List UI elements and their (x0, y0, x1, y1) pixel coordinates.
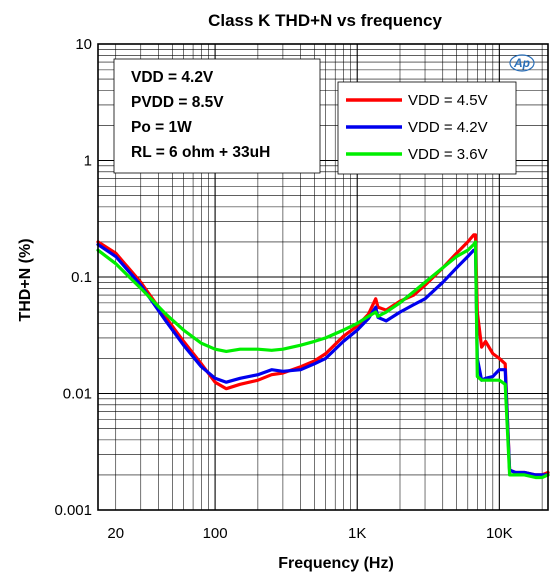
condition-pvdd: PVDD = 8.5V (131, 94, 224, 111)
x-tick-label: 100 (203, 525, 228, 542)
condition-rl: RL = 6 ohm + 33uH (131, 144, 270, 161)
ap-logo-text: Ap (513, 56, 530, 70)
y-tick-label: 0.001 (54, 502, 92, 519)
chart-title: Class K THD+N vs frequency (208, 11, 442, 30)
x-tick-label: 1K (348, 525, 366, 542)
legend-label-1: VDD = 4.5V (408, 92, 488, 109)
legend-label-2: VDD = 4.2V (408, 119, 488, 136)
y-tick-label: 10 (75, 36, 92, 53)
series-line-1 (98, 235, 548, 475)
legend: VDD = 4.5V VDD = 4.2V VDD = 3.6V (338, 82, 516, 174)
y-axis-label: THD+N (%) (17, 238, 34, 321)
legend-label-3: VDD = 3.6V (408, 146, 488, 163)
x-tick-label: 10K (486, 525, 513, 542)
y-tick-label: 0.1 (71, 269, 92, 286)
series-lines (98, 235, 548, 478)
ap-logo: Ap (510, 55, 534, 71)
x-tick-labels: 20 100 1K 10K (107, 525, 512, 542)
condition-po: Po = 1W (131, 119, 192, 136)
series-line-2 (98, 245, 548, 475)
condition-vdd: VDD = 4.2V (131, 69, 214, 86)
conditions-box: VDD = 4.2V PVDD = 8.5V Po = 1W RL = 6 oh… (114, 59, 320, 173)
x-tick-label: 20 (107, 525, 124, 542)
y-tick-label: 0.01 (63, 386, 92, 403)
y-tick-label: 1 (84, 153, 92, 170)
y-tick-labels: 10 1 0.1 0.01 0.001 (54, 36, 92, 519)
x-axis-label: Frequency (Hz) (278, 555, 394, 572)
